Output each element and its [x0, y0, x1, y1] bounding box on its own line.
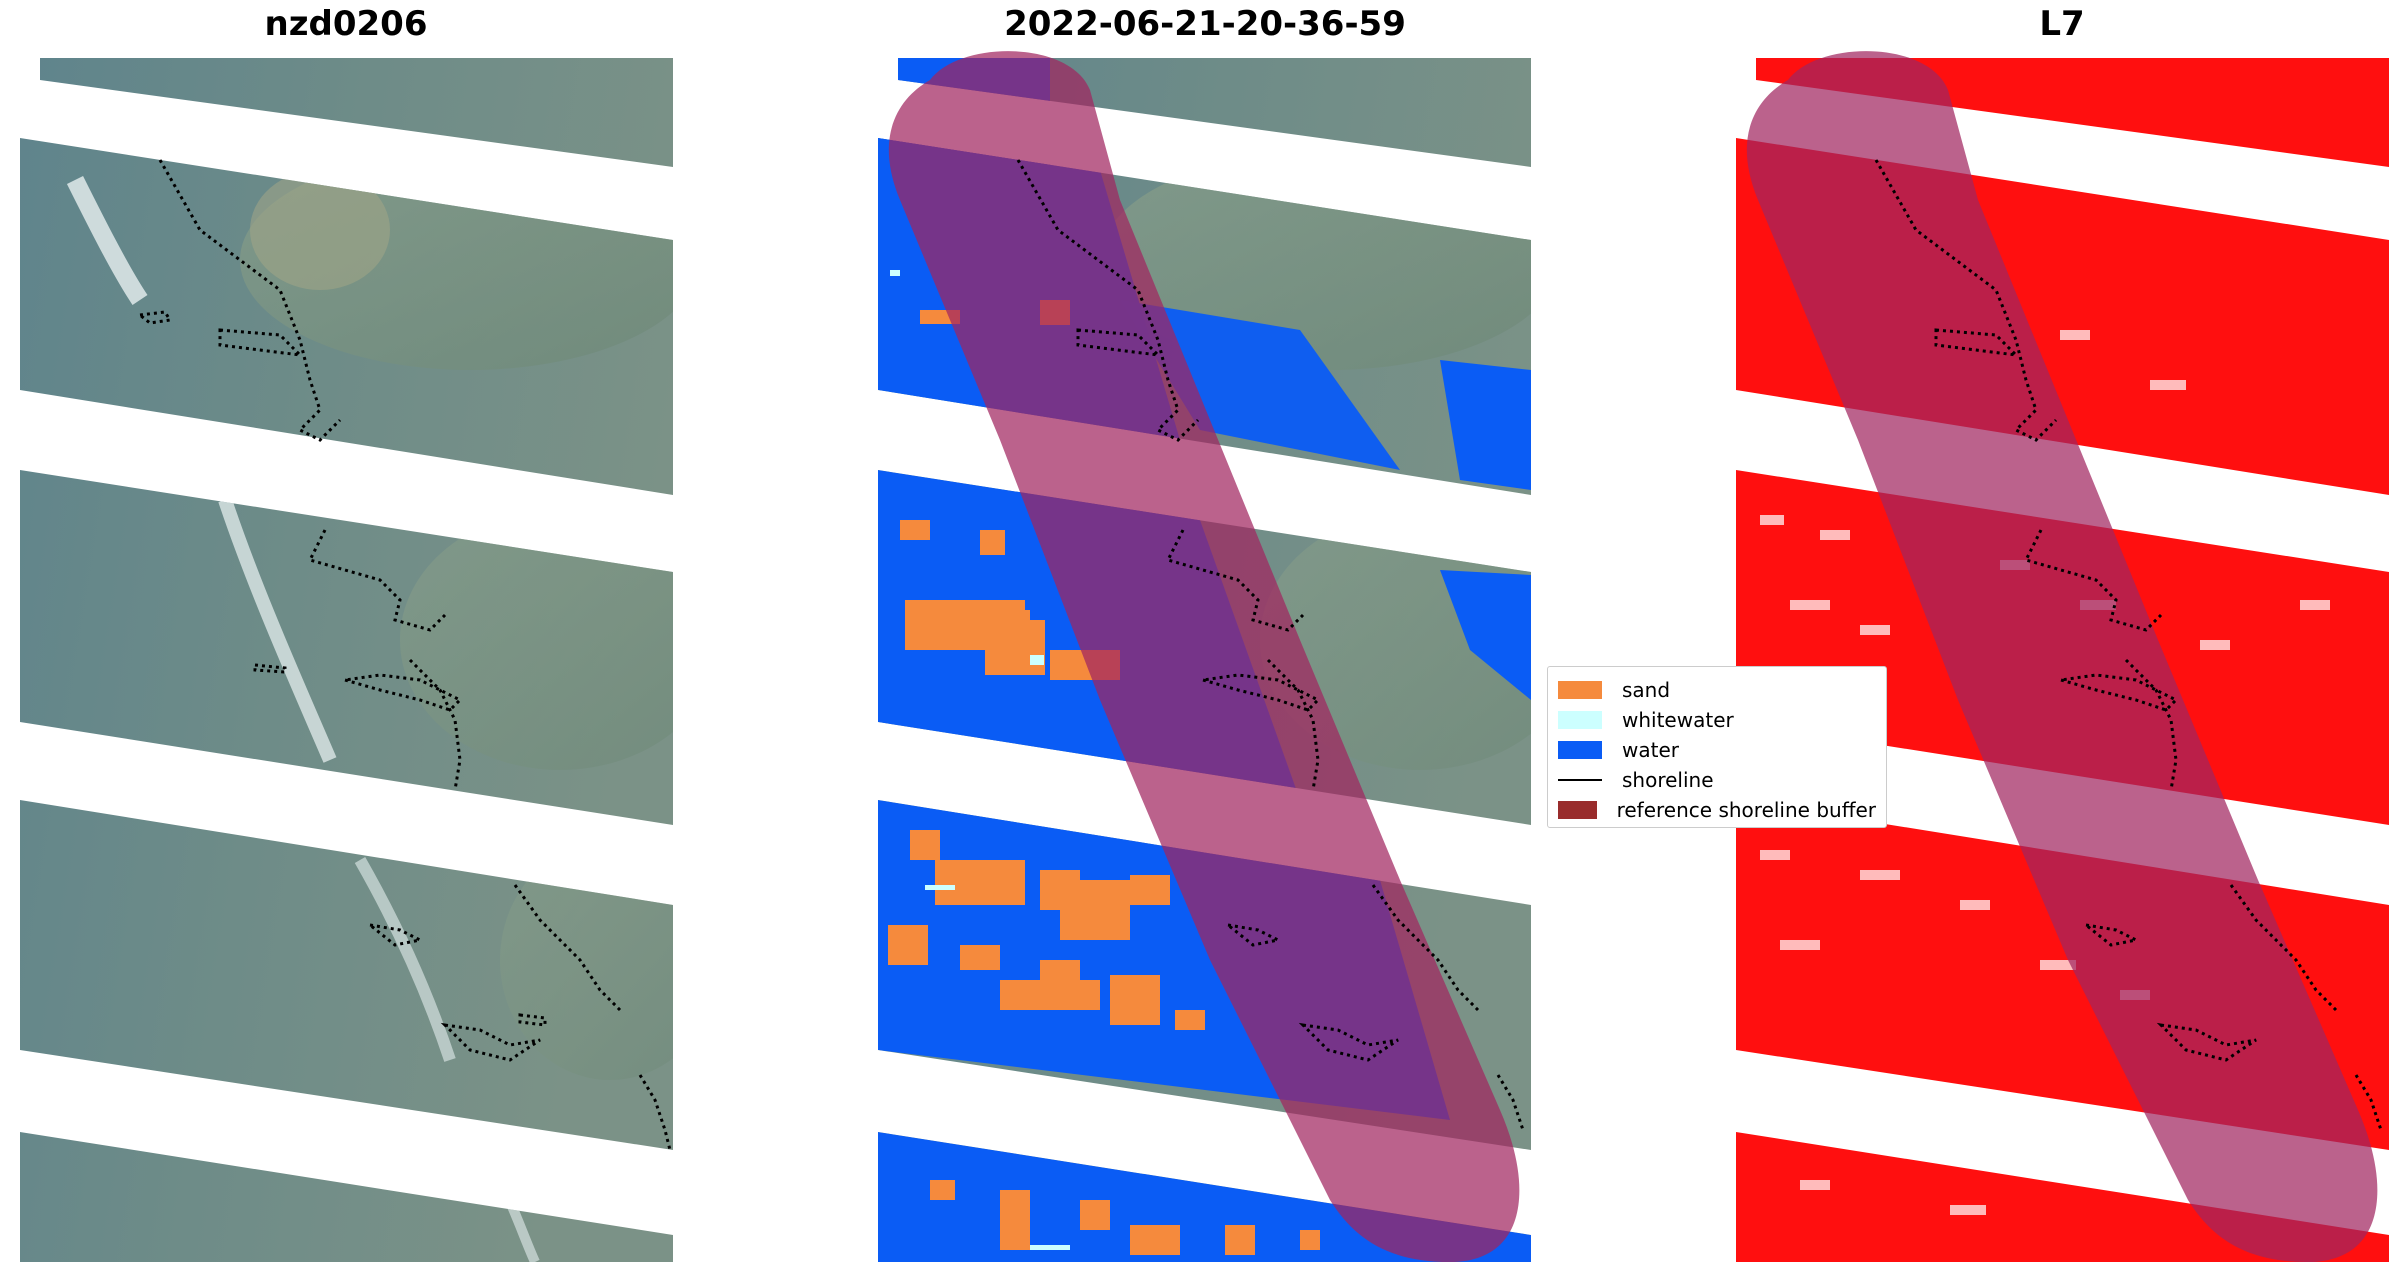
legend-label: shoreline: [1622, 768, 1714, 792]
legend-label: whitewater: [1622, 708, 1734, 732]
classified-shoreline: [1016, 159, 1525, 1131]
legend-item-water: water: [1558, 735, 1876, 765]
legend-item-sand: sand: [1558, 675, 1876, 705]
panel-title-rgb: nzd0206: [264, 4, 428, 44]
legend-swatch-buffer: [1558, 801, 1597, 819]
legend-item-shoreline: shoreline: [1558, 765, 1876, 795]
legend-item-whitewater: whitewater: [1558, 705, 1876, 735]
legend-label: sand: [1622, 678, 1671, 702]
legend-swatch-sand: [1558, 681, 1602, 699]
legend-swatch-whitewater: [1558, 711, 1602, 729]
legend-item-buffer: reference shoreline buffer: [1558, 795, 1876, 825]
reference-shoreline-buffer: [888, 51, 1520, 1262]
legend-label: water: [1622, 738, 1679, 762]
mask-buffer-overlay: [1746, 51, 2378, 1262]
legend-label: reference shoreline buffer: [1616, 798, 1876, 822]
mask-shoreline: [1874, 159, 2383, 1131]
panel-title-classified: 2022-06-21-20-36-59: [1004, 4, 1406, 44]
legend-swatch-water: [1558, 741, 1602, 759]
panel-title-mask: L7: [2039, 4, 2085, 44]
legend: sand whitewater water shoreline referenc…: [1547, 666, 1887, 828]
rgb-shoreline: [136, 159, 672, 1151]
legend-swatch-shoreline: [1558, 779, 1602, 781]
rgb-image-panel: [20, 58, 673, 1262]
